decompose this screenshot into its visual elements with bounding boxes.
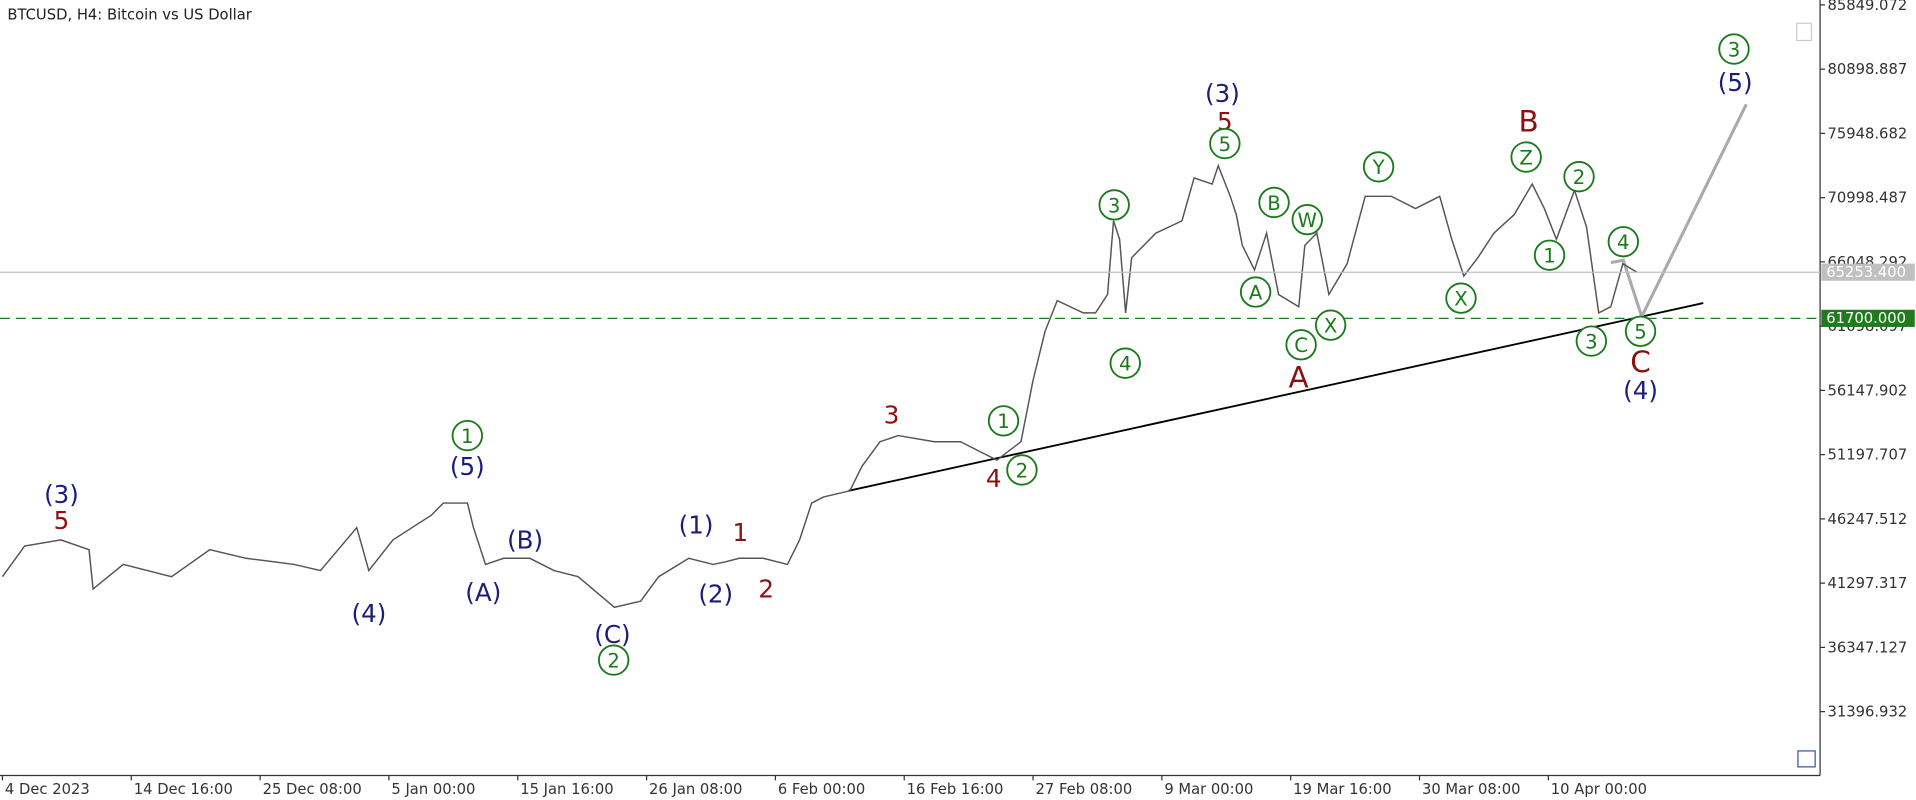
price-label-box: [1821, 309, 1915, 327]
wave-circle: [1098, 189, 1130, 221]
wave-label: 1: [461, 425, 474, 448]
wave-label: B: [1267, 192, 1280, 215]
wave-label: 5: [1634, 321, 1647, 344]
wave-circle: [1006, 454, 1038, 486]
x-tick-label: 14 Dec 16:00: [134, 781, 233, 798]
x-tick-label: 5 Jan 00:00: [391, 781, 475, 798]
wave-label: B: [1518, 104, 1538, 138]
y-tick-label: 31396.932: [1827, 704, 1907, 721]
wave-label: (3): [44, 480, 79, 509]
x-tick-label: 19 Mar 16:00: [1293, 781, 1392, 798]
wave-label: (C): [594, 620, 630, 649]
y-tick-label: 46247.512: [1827, 511, 1907, 528]
wave-label: 1: [1543, 245, 1556, 268]
wave-label: 2: [607, 650, 620, 673]
wave-circle: [1718, 33, 1750, 65]
wave-circle: [1362, 151, 1395, 183]
wave-circle: [1291, 203, 1323, 236]
wave-label: (5): [1718, 68, 1753, 97]
wave-circle: [1533, 239, 1566, 271]
wave-label: X: [1454, 288, 1467, 311]
price-label: 61700.000: [1826, 310, 1906, 327]
y-tick-label: 85849.072: [1827, 0, 1907, 14]
wave-circle: [1563, 161, 1595, 193]
chart-title: BTCUSD, H4: Bitcoin vs US Dollar: [7, 7, 252, 24]
wave-label: (4): [352, 599, 387, 628]
wave-label: 3: [1728, 38, 1741, 61]
y-tick-label: 36347.127: [1827, 639, 1907, 656]
x-tick-label: 10 Apr 00:00: [1551, 781, 1647, 798]
x-tick-label: 26 Jan 08:00: [649, 781, 742, 798]
wave-label: 5: [1219, 133, 1232, 156]
x-tick-label: 15 Jan 16:00: [520, 781, 613, 798]
x-tick-label: 6 Feb 00:00: [778, 781, 865, 798]
wave-label: (5): [450, 452, 485, 481]
price-line: [1, 163, 1638, 609]
wave-circle: [1445, 282, 1477, 314]
wave-circle: [1607, 226, 1639, 258]
wave-label: 2: [1573, 166, 1586, 189]
x-tick-label: 30 Mar 08:00: [1422, 781, 1521, 798]
y-tick-label: 51197.707: [1827, 447, 1907, 464]
wave-label: 3: [1108, 194, 1121, 217]
y-tick-label: 75948.682: [1827, 125, 1907, 142]
toggle-button[interactable]: [1796, 22, 1813, 42]
wave-label: (A): [465, 578, 501, 607]
wave-label: C: [1294, 334, 1308, 357]
wave-label: C: [1630, 345, 1651, 379]
wave-circle: [451, 419, 483, 452]
wave-label: 5: [54, 506, 70, 535]
wave-circle: [987, 405, 1020, 437]
wave-circle: [1575, 325, 1608, 357]
wave-label: W: [1298, 209, 1317, 232]
wave-label: (1): [679, 511, 714, 540]
wave-label: 1: [997, 410, 1010, 433]
wave-label: 4: [1119, 353, 1132, 376]
wave-label: 4: [1617, 231, 1630, 254]
x-tick-label: 27 Feb 08:00: [1036, 781, 1133, 798]
wave-circle: [1624, 315, 1657, 347]
price-label: 65253.400: [1826, 264, 1906, 281]
y-tick-label: 70998.487: [1827, 190, 1907, 207]
x-tick-label: 4 Dec 2023: [5, 781, 90, 798]
wave-label: 4: [986, 464, 1002, 493]
wave-circle: [1258, 186, 1290, 219]
wave-label: 2: [1016, 459, 1029, 482]
x-tick-label: 9 Mar 00:00: [1164, 781, 1253, 798]
wave-circle: [1109, 347, 1141, 379]
y-tick-label: 80898.887: [1827, 61, 1907, 78]
x-tick-label: 25 Dec 08:00: [263, 781, 362, 798]
y-tick-label: 56147.902: [1827, 382, 1907, 399]
wave-label: (4): [1623, 376, 1658, 405]
wave-circle: [1285, 329, 1317, 361]
wave-label: 2: [758, 575, 774, 604]
wave-label: (2): [698, 579, 733, 608]
wave-label: Z: [1519, 146, 1532, 169]
projection-line: [1610, 103, 1748, 321]
wave-circle: [597, 644, 630, 676]
wave-label: A: [1249, 281, 1263, 304]
wave-label: 3: [1585, 330, 1598, 353]
trend-line: [848, 302, 1704, 492]
wave-circle: [1314, 309, 1347, 341]
wave-label: (3): [1205, 79, 1240, 108]
wave-label: A: [1289, 361, 1309, 395]
wave-label: X: [1324, 315, 1337, 338]
wave-label: (B): [507, 525, 543, 554]
wave-circle: [1209, 127, 1241, 160]
settings-button[interactable]: [1797, 750, 1816, 768]
wave-label: 1: [733, 518, 749, 547]
wave-label: 3: [884, 400, 900, 429]
y-tick-label: 41297.317: [1827, 575, 1907, 592]
wave-label: Y: [1372, 156, 1386, 179]
price-label-box: [1821, 263, 1915, 281]
x-tick-label: 16 Feb 16:00: [907, 781, 1004, 798]
wave-circle: [1510, 141, 1542, 173]
wave-circle: [1239, 276, 1272, 308]
